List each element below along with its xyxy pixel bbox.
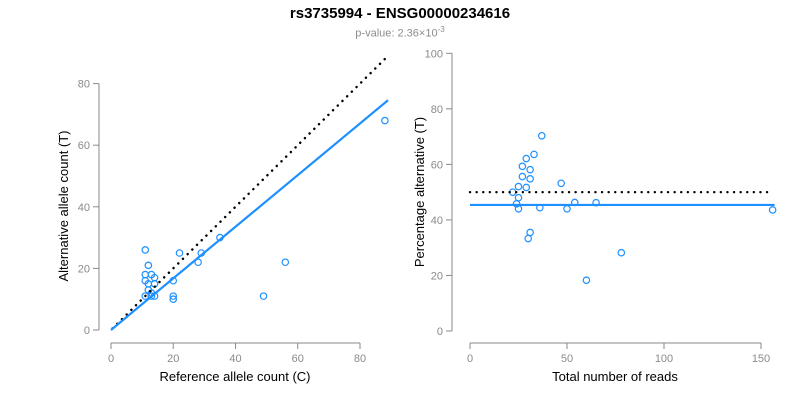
x-tick-label: 60: [292, 353, 304, 365]
right-scatter-plot: 0 50 100 150 0 20 40 60 80 100 Total number of re…: [412, 48, 777, 384]
data-point: [259, 292, 268, 300]
x-tick-label: 0: [108, 353, 114, 365]
right-yaxis-title: Percentage alternative (T): [412, 117, 427, 267]
y-tick-label: 80: [78, 79, 90, 91]
data-point: [524, 234, 533, 243]
x-tick-label: 50: [561, 353, 573, 365]
y-tick-label: 60: [78, 140, 90, 152]
left-xaxis-title: Reference allele count (C): [159, 369, 310, 384]
left-yaxis-title: Alternative allele count (T): [56, 130, 71, 281]
identity-line: [111, 56, 388, 330]
x-tick-label: 0: [467, 353, 473, 365]
x-tick-label: 20: [167, 353, 179, 365]
fit-line: [110, 99, 389, 331]
data-point: [169, 292, 178, 300]
x-tick-label: 100: [655, 353, 673, 365]
data-point: [526, 165, 534, 174]
x-tick-label: 80: [354, 353, 366, 365]
figure-subtitle: p-value: 2.36×10-3: [0, 25, 800, 40]
p-value-text: p-value: 2.36×10: [355, 27, 438, 40]
data-point: [147, 292, 156, 300]
data-point: [514, 193, 523, 202]
figure-title: rs3735994 - ENSG00000234616: [289, 5, 511, 22]
data-point: [518, 172, 527, 181]
data-point: [141, 270, 150, 279]
p-value-exponent: -3: [437, 25, 445, 34]
data-point: [175, 249, 184, 257]
x-tick-label: 150: [752, 353, 770, 365]
y-tick-label: 80: [431, 104, 443, 116]
data-point: [512, 200, 521, 208]
data-point: [381, 116, 389, 125]
left-scatter-plot: 0 20 40 60 80 0 20 40 60 80 Reference allele coun…: [56, 56, 389, 384]
y-tick-label: 0: [437, 326, 443, 338]
y-tick-label: 20: [431, 270, 443, 282]
data-point: [563, 205, 571, 213]
data-point: [141, 246, 150, 254]
data-point: [768, 206, 777, 214]
data-point: [530, 150, 538, 159]
data-point: [518, 162, 527, 171]
y-tick-label: 20: [78, 263, 90, 275]
data-point: [514, 182, 523, 191]
data-point: [582, 276, 591, 284]
y-tick-label: 0: [84, 325, 90, 337]
data-point: [522, 154, 531, 163]
data-point: [526, 175, 534, 183]
data-point: [526, 228, 534, 237]
x-tick-label: 40: [229, 353, 241, 365]
data-point: [144, 261, 153, 270]
data-point: [617, 248, 626, 257]
right-xaxis-title: Total number of reads: [552, 369, 678, 384]
y-tick-label: 60: [431, 159, 443, 171]
data-point: [281, 258, 290, 267]
y-tick-label: 100: [425, 48, 443, 60]
data-point: [169, 295, 178, 304]
y-tick-label: 40: [78, 202, 90, 214]
data-point: [522, 183, 531, 192]
data-point: [557, 179, 565, 188]
data-point: [537, 131, 546, 140]
y-tick-label: 40: [431, 215, 443, 227]
